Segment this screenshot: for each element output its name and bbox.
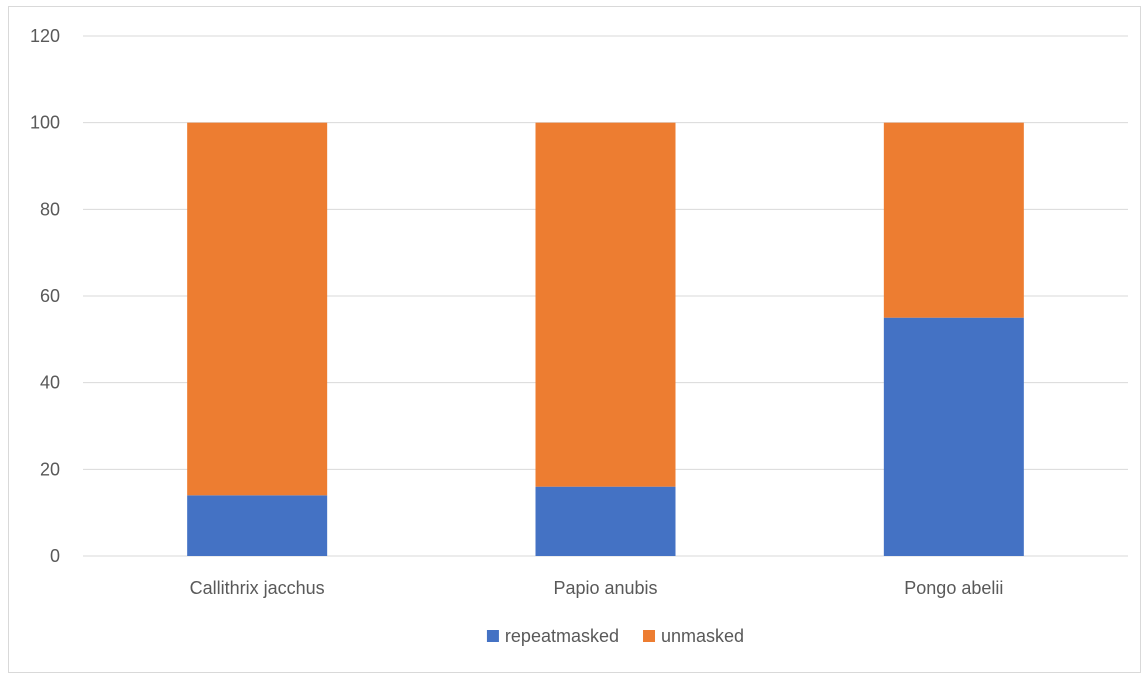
x-axis-category-labels: Callithrix jacchus Papio anubis Pongo abel… [190, 578, 1004, 598]
bar-unmasked-1 [535, 122, 676, 487]
y-axis-tick-labels: 0 20 40 60 80 100 120 [30, 26, 60, 566]
bar-repeatmasked-0 [187, 495, 328, 556]
bar-repeatmasked-1 [535, 486, 676, 556]
y-tick-label: 60 [40, 286, 60, 306]
legend: repeatmasked unmasked [486, 626, 744, 646]
legend-label: repeatmasked [505, 626, 619, 646]
legend-label: unmasked [661, 626, 744, 646]
y-tick-label: 100 [30, 113, 60, 133]
y-tick-label: 80 [40, 199, 60, 219]
x-category-label: Callithrix jacchus [190, 578, 325, 598]
y-tick-label: 0 [50, 546, 60, 566]
bars [187, 122, 1024, 556]
y-tick-label: 40 [40, 373, 60, 393]
legend-swatch [643, 630, 656, 642]
legend-item: repeatmasked [486, 626, 619, 646]
bar-unmasked-2 [883, 122, 1024, 318]
bar-unmasked-0 [187, 122, 328, 496]
legend-item: unmasked [643, 626, 744, 646]
legend-swatch [486, 630, 499, 642]
x-category-label: Papio anubis [553, 578, 657, 598]
y-tick-label: 120 [30, 26, 60, 46]
y-tick-label: 20 [40, 459, 60, 479]
bar-repeatmasked-2 [883, 317, 1024, 556]
x-category-label: Pongo abelii [904, 578, 1003, 598]
